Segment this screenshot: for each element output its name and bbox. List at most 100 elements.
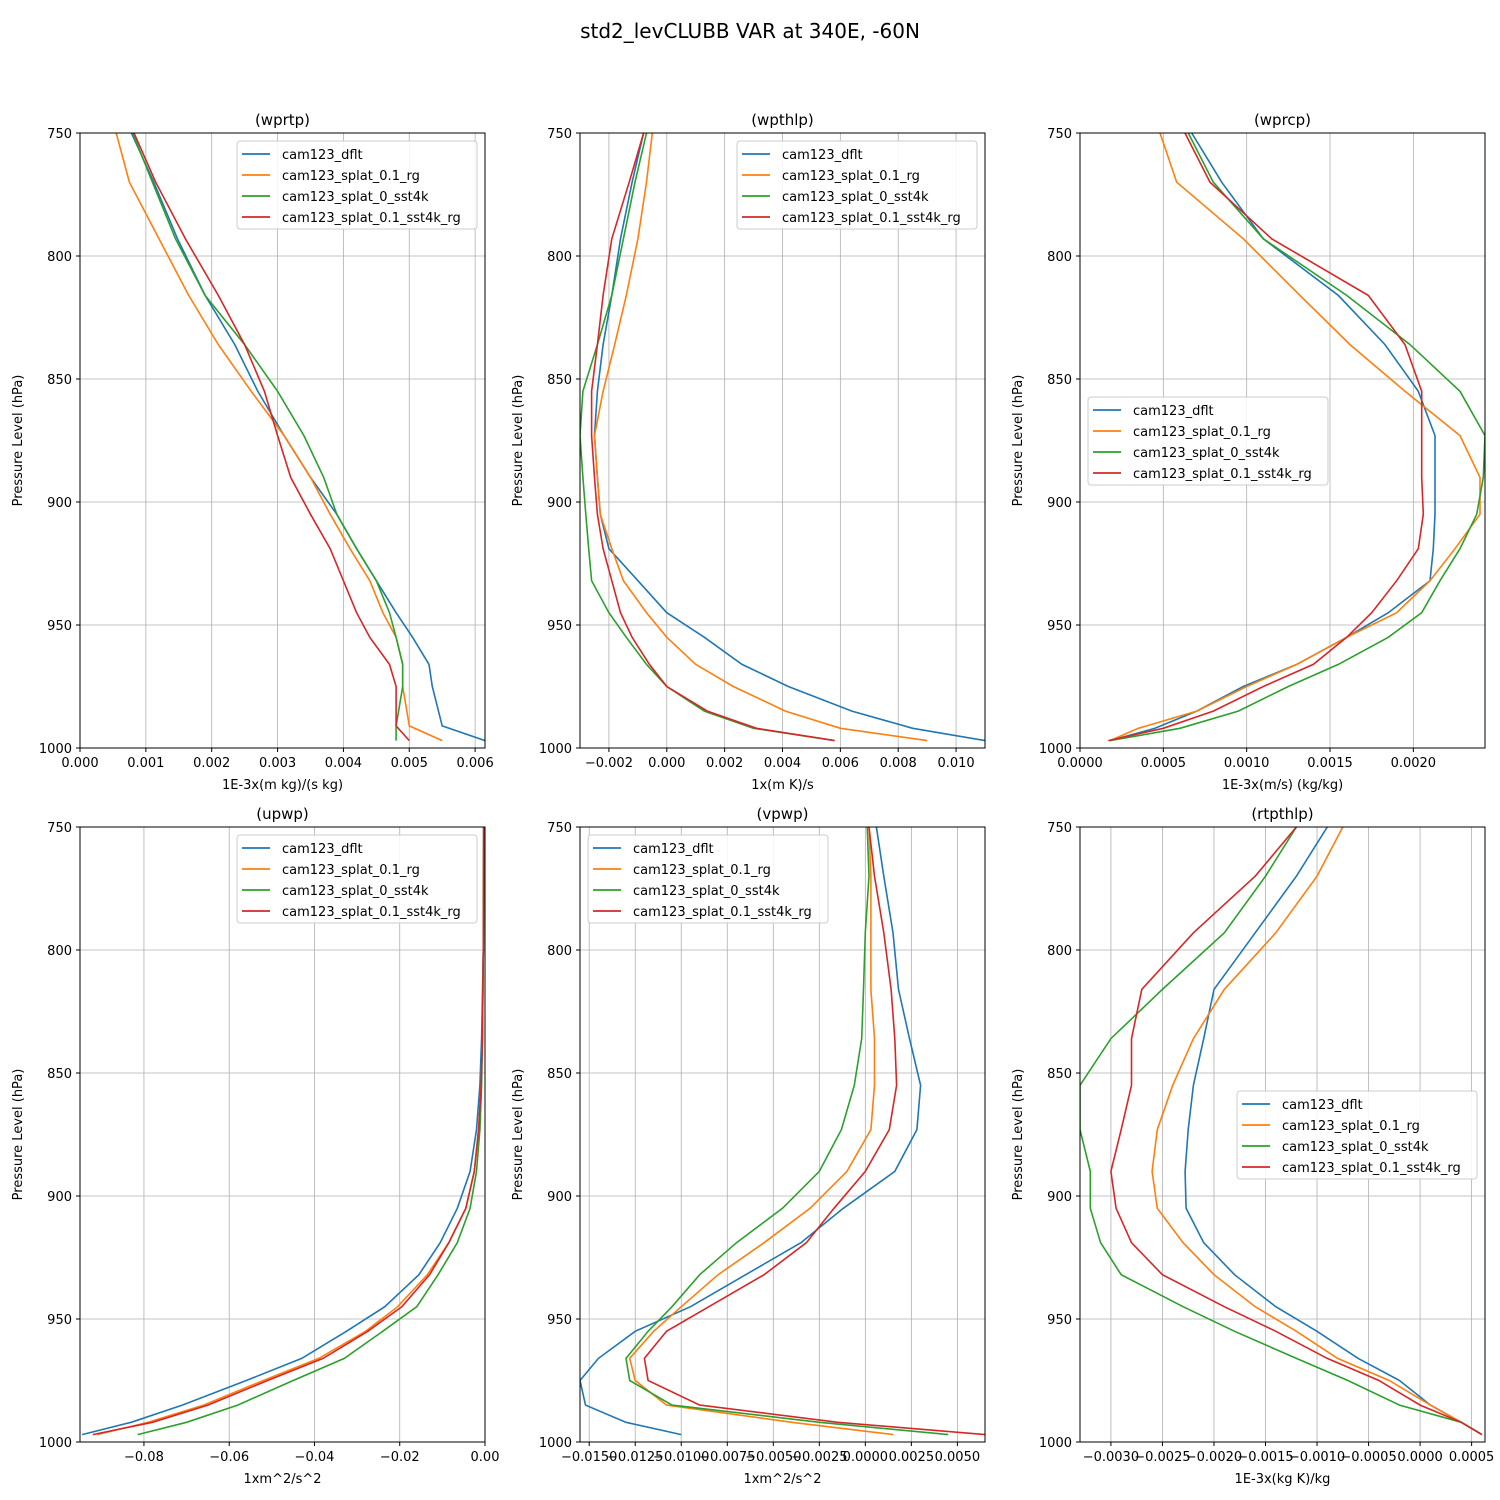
series-line-cam123_splat_0_sst4k <box>1109 133 1485 742</box>
y-tick-label: 800 <box>1047 250 1072 265</box>
x-axis-label: 1xm^2/s^2 <box>243 1472 321 1487</box>
x-tick-label: 0.0020 <box>1391 756 1437 771</box>
x-tick-label: −0.0050 <box>745 1450 801 1465</box>
x-tick-label: 0.0005 <box>1141 756 1187 771</box>
subplot-upwp: −0.08 −0.06 −0.04 −0.02 0.00 750 800 850 900 950 1… <box>11 805 499 1487</box>
x-tick-label: 0.0015 <box>1307 756 1353 771</box>
x-tick-label: 0.003 <box>259 756 296 771</box>
y-tick-label: 1000 <box>539 742 572 757</box>
x-tick-label: 0.000 <box>648 756 685 771</box>
series-line-cam123_splat_0_sst4k <box>1080 827 1483 1436</box>
series-line-cam123_splat_0.1_rg <box>628 827 894 1436</box>
x-axis-label: 1E-3x(kg K)/kg <box>1235 1472 1331 1487</box>
y-tick-label: 900 <box>47 1190 72 1205</box>
series-line-cam123_splat_0.1_sst4k_rg <box>1108 133 1425 742</box>
series-line-cam123_splat_0.1_sst4k_rg <box>1110 827 1483 1436</box>
y-tick-label: 750 <box>547 821 572 836</box>
subplot-title: (rtpthlp) <box>1251 805 1313 823</box>
y-tick-label: 950 <box>547 619 572 634</box>
legend-entry: cam123_splat_0_sst4k <box>282 190 429 205</box>
x-tick-label: −0.0005 <box>1340 1450 1396 1465</box>
legend-entry: cam123_dflt <box>1282 1098 1363 1113</box>
legend-entry: cam123_splat_0.1_rg <box>282 169 420 184</box>
y-axis-label: Pressure Level (hPa) <box>11 375 26 507</box>
x-axis-label: 1E-3x(m kg)/(s kg) <box>222 778 343 793</box>
legend-entry: cam123_splat_0.1_rg <box>1133 425 1271 440</box>
x-tick-label: −0.0010 <box>1289 1450 1345 1465</box>
y-tick-label: 850 <box>47 373 72 388</box>
y-axis-label: Pressure Level (hPa) <box>511 375 526 507</box>
x-tick-label: −0.0020 <box>1186 1450 1242 1465</box>
legend: cam123_dflt cam123_splat_0.1_rg cam123_spl… <box>236 834 478 924</box>
y-tick-label: 1000 <box>539 1436 572 1451</box>
y-tick-label: 850 <box>547 373 572 388</box>
legend-entry: cam123_splat_0.1_sst4k_rg <box>1133 467 1312 482</box>
x-tick-label: −0.0025 <box>1134 1450 1190 1465</box>
series-line-cam123_splat_0_sst4k <box>131 133 404 741</box>
legend-entry: cam123_splat_0_sst4k <box>282 884 429 899</box>
y-tick-label: 800 <box>547 944 572 959</box>
series-line-cam123_splat_0.1_sst4k_rg <box>92 827 485 1436</box>
y-tick-label: 950 <box>1047 619 1072 634</box>
legend-entry: cam123_splat_0_sst4k <box>1282 1140 1429 1155</box>
series-line-cam123_dflt <box>580 827 922 1436</box>
y-tick-label: 1000 <box>39 742 72 757</box>
y-tick-label: 850 <box>1047 373 1072 388</box>
x-tick-label: 0.00 <box>471 1450 500 1465</box>
y-tick-label: 1000 <box>1039 1436 1072 1451</box>
x-tick-label: −0.08 <box>124 1450 164 1465</box>
y-tick-label: 750 <box>1047 127 1072 142</box>
series-line-cam123_splat_0.1_rg <box>593 133 928 742</box>
legend-entry: cam123_splat_0.1_rg <box>633 863 771 878</box>
y-tick-label: 900 <box>1047 496 1072 511</box>
x-tick-label: −0.0100 <box>653 1450 709 1465</box>
series-line-cam123_splat_0_sst4k <box>625 827 949 1436</box>
x-axis-label: 1E-3x(m/s) (kg/kg) <box>1222 778 1343 793</box>
x-tick-label: −0.0150 <box>561 1450 617 1465</box>
legend-entry: cam123_splat_0_sst4k <box>633 884 780 899</box>
series-line-cam123_dflt <box>1109 133 1436 742</box>
x-tick-label: −0.0025 <box>791 1450 847 1465</box>
series-line-cam123_splat_0.1_sst4k_rg <box>133 133 410 742</box>
x-tick-label: 0.006 <box>457 756 494 771</box>
legend-entry: cam123_splat_0.1_sst4k_rg <box>282 211 461 226</box>
x-tick-label: 0.006 <box>822 756 859 771</box>
y-tick-label: 950 <box>47 619 72 634</box>
legend: cam123_dflt cam123_splat_0.1_rg cam123_spl… <box>587 834 829 924</box>
subplot-title: (wprtp) <box>255 111 310 129</box>
x-axis-label: 1xm^2/s^2 <box>743 1472 821 1487</box>
series-line-cam123_dflt <box>81 827 485 1436</box>
plot-frame <box>79 826 486 1443</box>
x-tick-label: 0.004 <box>325 756 362 771</box>
legend: cam123_dflt cam123_splat_0.1_rg cam123_spl… <box>1236 1090 1478 1180</box>
legend-entry: cam123_splat_0.1_rg <box>282 863 420 878</box>
subplot-title: (wprcp) <box>1254 111 1311 129</box>
x-tick-label: −0.06 <box>209 1450 249 1465</box>
plot-frame <box>579 826 986 1443</box>
y-tick-label: 850 <box>547 1067 572 1082</box>
x-tick-label: 0.000 <box>61 756 98 771</box>
legend-entry: cam123_splat_0_sst4k <box>782 190 929 205</box>
legend-entry: cam123_splat_0_sst4k <box>1133 446 1280 461</box>
legend-box <box>236 834 478 924</box>
y-tick-label: 750 <box>547 127 572 142</box>
legend-box <box>1236 1090 1478 1180</box>
subplot-title: (vpwp) <box>757 805 809 823</box>
y-axis-label: Pressure Level (hPa) <box>11 1069 26 1201</box>
y-tick-label: 900 <box>547 496 572 511</box>
x-tick-label: 0.005 <box>391 756 428 771</box>
figure-suptitle: std2_levCLUBB VAR at 340E, -60N <box>580 19 920 43</box>
y-tick-label: 800 <box>1047 944 1072 959</box>
subplot-wprtp: 0.000 0.001 0.002 0.003 0.004 0.005 0.006 750 80… <box>11 111 494 793</box>
legend-entry: cam123_dflt <box>633 842 714 857</box>
x-tick-label: 0.0000 <box>1057 756 1103 771</box>
x-tick-label: −0.002 <box>585 756 633 771</box>
legend-entry: cam123_splat_0.1_sst4k_rg <box>633 905 812 920</box>
y-tick-label: 800 <box>47 944 72 959</box>
y-tick-label: 800 <box>47 250 72 265</box>
y-axis-label: Pressure Level (hPa) <box>511 1069 526 1201</box>
x-tick-label: 0.0000 <box>843 1450 889 1465</box>
subplot-rtpthlp: −0.0030−0.0025−0.0020−0.0015−0.0010−0.00… <box>1011 805 1494 1487</box>
y-tick-label: 950 <box>1047 1313 1072 1328</box>
y-tick-label: 750 <box>47 127 72 142</box>
